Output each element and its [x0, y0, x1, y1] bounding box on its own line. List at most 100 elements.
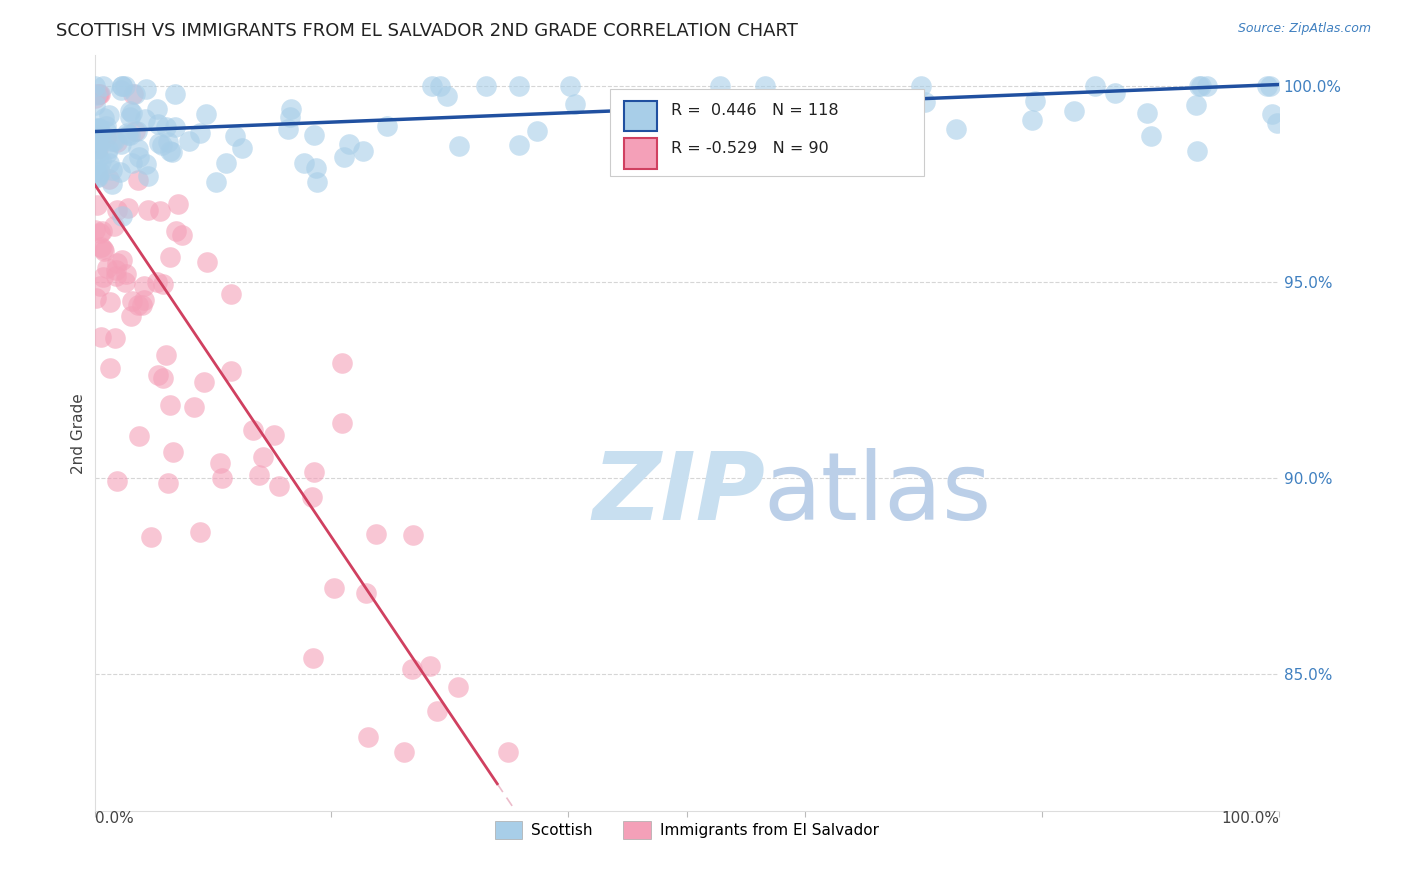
Point	[242, 423, 264, 437]
Point	[87, 87, 110, 102]
Point	[105, 256, 128, 270]
Text: 100.0%: 100.0%	[1220, 811, 1279, 826]
Point	[121, 105, 143, 120]
Point	[263, 427, 285, 442]
Point	[97, 142, 120, 156]
FancyBboxPatch shape	[624, 138, 657, 169]
Point	[301, 490, 323, 504]
Point	[128, 428, 150, 442]
Point	[127, 142, 149, 156]
Point	[104, 263, 127, 277]
Point	[84, 162, 107, 177]
Text: SCOTTISH VS IMMIGRANTS FROM EL SALVADOR 2ND GRADE CORRELATION CHART: SCOTTISH VS IMMIGRANTS FROM EL SALVADOR …	[56, 22, 799, 40]
Point	[83, 134, 105, 148]
Point	[135, 157, 157, 171]
Text: 0.0%: 0.0%	[94, 811, 134, 826]
Point	[429, 79, 451, 94]
Point	[710, 95, 733, 110]
Point	[111, 252, 134, 267]
Point	[377, 119, 399, 133]
Point	[157, 475, 180, 490]
Point	[162, 444, 184, 458]
Point	[136, 169, 159, 184]
Point	[155, 120, 177, 134]
Point	[134, 112, 156, 126]
Point	[307, 175, 329, 189]
Point	[219, 287, 242, 301]
Point	[83, 98, 105, 112]
Point	[302, 128, 325, 142]
Point	[508, 79, 530, 94]
Point	[145, 102, 167, 116]
Point	[135, 82, 157, 96]
Point	[101, 177, 124, 191]
Point	[134, 279, 156, 293]
Text: atlas: atlas	[763, 448, 993, 540]
Point	[86, 123, 108, 137]
Point	[83, 91, 105, 105]
Point	[165, 87, 187, 102]
Point	[508, 138, 530, 153]
Point	[1104, 87, 1126, 101]
Point	[159, 250, 181, 264]
Point	[496, 746, 519, 760]
Point	[188, 524, 211, 539]
Point	[337, 137, 360, 152]
Point	[103, 219, 125, 233]
Point	[91, 270, 114, 285]
Y-axis label: 2nd Grade: 2nd Grade	[72, 392, 86, 474]
Text: ZIP: ZIP	[592, 448, 765, 540]
Point	[87, 138, 110, 153]
Point	[159, 144, 181, 158]
Point	[252, 450, 274, 464]
Point	[224, 129, 246, 144]
Point	[93, 111, 115, 125]
Point	[193, 375, 215, 389]
Point	[87, 169, 110, 184]
Point	[110, 137, 132, 152]
Point	[86, 146, 108, 161]
Point	[89, 124, 111, 138]
Point	[87, 121, 110, 136]
Point	[172, 228, 194, 243]
Point	[177, 134, 200, 148]
Point	[392, 746, 415, 760]
Point	[1021, 113, 1043, 128]
Point	[183, 401, 205, 415]
Point	[564, 97, 586, 112]
Point	[101, 163, 124, 178]
Point	[114, 275, 136, 289]
Point	[138, 202, 160, 217]
Point	[1261, 106, 1284, 120]
Point	[280, 102, 302, 116]
Point	[111, 209, 134, 223]
Point	[103, 135, 125, 149]
Point	[131, 298, 153, 312]
Point	[128, 150, 150, 164]
Point	[83, 127, 105, 141]
Point	[148, 136, 170, 150]
Point	[121, 87, 143, 102]
Point	[211, 470, 233, 484]
Point	[83, 122, 105, 136]
Point	[145, 275, 167, 289]
Point	[1185, 98, 1208, 112]
Point	[401, 527, 423, 541]
Point	[87, 87, 110, 102]
Point	[90, 224, 112, 238]
Point	[118, 104, 141, 119]
Point	[292, 156, 315, 170]
Point	[167, 196, 190, 211]
Point	[1197, 79, 1219, 94]
Point	[96, 119, 118, 133]
Point	[357, 731, 380, 745]
Point	[127, 298, 149, 312]
Point	[526, 124, 548, 138]
Point	[420, 79, 443, 94]
Point	[149, 204, 172, 219]
Point	[475, 79, 498, 94]
Point	[247, 467, 270, 482]
Point	[124, 124, 146, 138]
Point	[302, 650, 325, 665]
Point	[94, 124, 117, 138]
